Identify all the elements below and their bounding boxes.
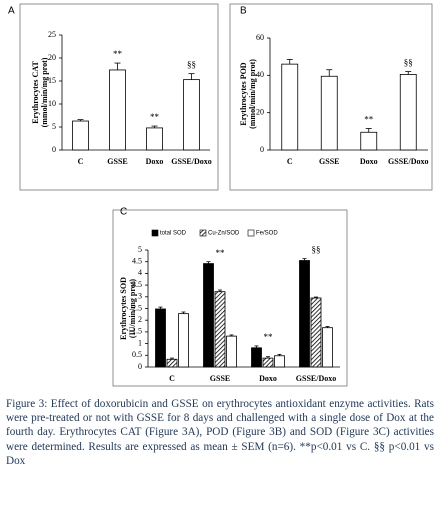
y-tick-label: 1 <box>138 338 142 347</box>
x-tick-label: Doxo <box>360 157 378 166</box>
x-tick-label: GSSE <box>210 374 230 383</box>
y-tick-label: 20 <box>48 53 56 62</box>
y-axis-label: (mmol/min/mg prot) <box>248 59 257 129</box>
y-axis-label: Erythrocytes SOD <box>119 277 128 340</box>
y-tick-label: 15 <box>48 76 56 85</box>
y-tick-label: 0 <box>260 145 264 154</box>
legend-swatch <box>199 229 207 237</box>
bar <box>214 291 226 368</box>
bar <box>310 297 322 368</box>
panel-label: B <box>240 6 247 17</box>
annotation: ** <box>216 248 226 258</box>
y-tick-label: 2 <box>138 315 142 324</box>
bar <box>251 347 262 368</box>
y-tick-label: 0.5 <box>132 350 142 359</box>
bar <box>109 69 126 151</box>
annotation: ** <box>364 115 374 125</box>
panel-label: A <box>8 6 15 17</box>
panel-label: C <box>120 207 127 218</box>
bar <box>299 260 310 368</box>
y-tick-label: 3.5 <box>132 280 142 289</box>
panel-frame <box>112 209 348 387</box>
legend-label: Cu-Zn/SOD <box>208 231 240 237</box>
annotation: §§ <box>312 245 321 255</box>
y-tick-label: 5 <box>52 122 56 131</box>
caption: Figure 3: Effect of doxorubicin and GSSE… <box>6 398 434 467</box>
x-tick-label: GSSE <box>319 157 339 166</box>
y-tick-label: 3 <box>138 292 142 301</box>
bar <box>399 74 417 151</box>
y-axis-label: Erythrocytes POD <box>239 62 248 125</box>
x-tick-label: Doxo <box>259 374 277 383</box>
y-tick-label: 40 <box>256 70 264 79</box>
y-tick-label: 0 <box>52 145 56 154</box>
y-tick-label: 25 <box>48 30 56 39</box>
y-tick-label: 60 <box>256 33 264 42</box>
y-tick-label: 4.5 <box>132 257 142 266</box>
y-tick-label: 0 <box>138 362 142 371</box>
bar <box>281 63 299 151</box>
bar <box>178 313 189 368</box>
x-tick-label: GSSE/Doxo <box>388 157 428 166</box>
bar <box>183 79 200 151</box>
annotation: ** <box>264 332 274 342</box>
x-tick-label: Doxo <box>146 157 164 166</box>
panel-frame <box>229 3 433 191</box>
bar <box>146 127 163 151</box>
panel-frame <box>19 3 219 191</box>
y-axis-label: (mmol/min/mg prot) <box>40 57 49 127</box>
legend-swatch <box>247 229 255 237</box>
annotation: §§ <box>187 60 196 70</box>
y-tick-label: 1.5 <box>132 327 142 336</box>
x-tick-label: C <box>78 157 84 166</box>
bar <box>320 75 338 151</box>
annotation: §§ <box>404 58 413 68</box>
y-tick-label: 4 <box>138 268 142 277</box>
x-tick-label: GSSE/Doxo <box>296 374 336 383</box>
annotation: ** <box>113 49 123 59</box>
y-tick-label: 20 <box>256 107 264 116</box>
y-tick-label: 10 <box>48 99 56 108</box>
bar <box>262 357 274 368</box>
x-tick-label: GSSE/Doxo <box>171 157 211 166</box>
x-tick-label: GSSE <box>107 157 127 166</box>
bar <box>155 308 166 368</box>
y-axis-label: Erythrocytes CAT <box>31 61 40 124</box>
bar <box>322 327 333 368</box>
y-tick-label: 2.5 <box>132 303 142 312</box>
bar <box>166 358 178 368</box>
bar <box>360 131 378 151</box>
bar <box>203 263 214 368</box>
y-axis-label: (IU/min/mg prot) <box>128 279 137 339</box>
legend-label: Fe/SOD <box>256 231 278 237</box>
bar <box>274 355 285 368</box>
bar <box>226 335 237 368</box>
x-tick-label: C <box>169 374 175 383</box>
bar <box>72 120 89 151</box>
legend-label: total SOD <box>160 231 187 237</box>
x-tick-label: C <box>287 157 293 166</box>
y-tick-label: 5 <box>138 245 142 254</box>
legend-swatch <box>151 229 159 237</box>
annotation: ** <box>150 112 160 122</box>
